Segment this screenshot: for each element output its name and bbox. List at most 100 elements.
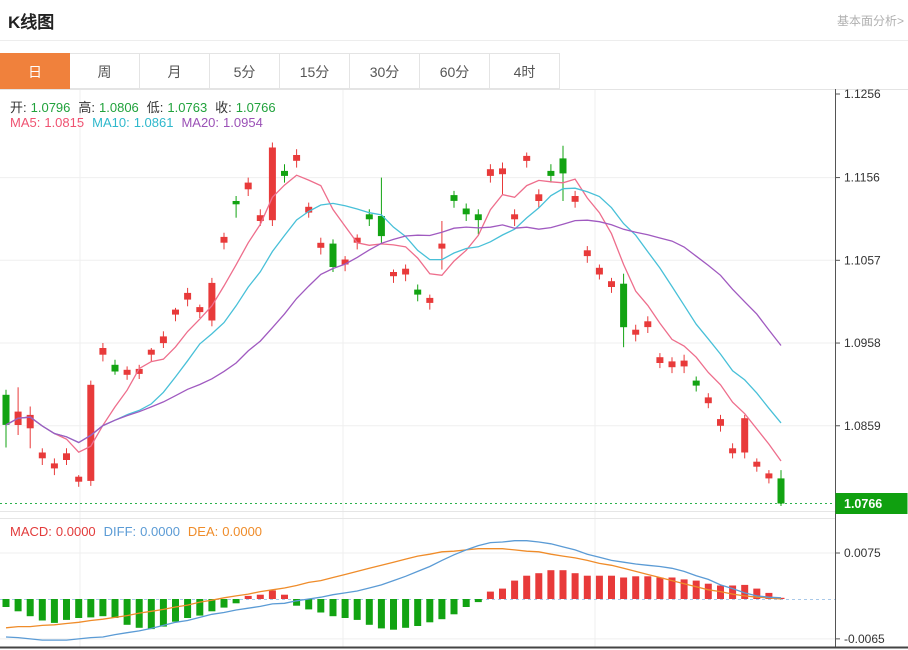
- macd-histogram: [2, 570, 785, 630]
- macd-bar: [365, 599, 373, 625]
- legend-label: MA10:: [92, 115, 130, 130]
- candle-body: [426, 297, 434, 303]
- candle-body: [50, 463, 58, 469]
- candle-body: [99, 348, 107, 355]
- candle-body: [717, 419, 724, 426]
- candle-body: [765, 473, 773, 479]
- candle-body: [511, 214, 519, 220]
- macd-legend: MACD: 0.0000 DIFF: 0.0000 DEA: 0.0000: [10, 524, 270, 539]
- candle-body: [281, 170, 288, 176]
- macd-bar: [353, 599, 361, 620]
- legend-value: 0.0000: [140, 524, 180, 539]
- candle-body: [26, 414, 34, 429]
- macd-bar: [644, 576, 652, 599]
- macd-bar: [50, 599, 58, 623]
- candle-body: [75, 476, 83, 482]
- fundamental-analysis-link[interactable]: 基本面分析>: [836, 14, 904, 28]
- macd-bar: [571, 573, 579, 599]
- candle-body: [608, 281, 615, 287]
- macd-bar: [220, 599, 228, 608]
- ma-legend-item: MA20: 1.0954: [181, 115, 266, 130]
- macd-bar: [474, 599, 482, 603]
- macd-bar: [656, 577, 664, 599]
- candle-body: [535, 194, 543, 201]
- macd-bar: [281, 594, 288, 599]
- candle-body: [450, 195, 458, 201]
- candle-body: [390, 272, 397, 277]
- macd-bar: [741, 584, 749, 599]
- legend-value: 1.0806: [99, 100, 139, 115]
- candles-group: [2, 142, 785, 506]
- macd-bar: [583, 575, 591, 599]
- macd-bar: [159, 599, 167, 627]
- candle-body: [499, 168, 506, 175]
- candle-body: [583, 250, 591, 257]
- header-divider: [0, 40, 908, 41]
- candle-body: [341, 259, 349, 265]
- macd-bar: [2, 599, 10, 607]
- macd-bar: [402, 599, 410, 628]
- macd-bar: [559, 570, 567, 599]
- macd-bar: [729, 585, 737, 599]
- current-price-badge-text: 1.0766: [844, 497, 882, 511]
- candle-body: [474, 214, 482, 221]
- price-tick-label: 1.1256: [844, 89, 881, 101]
- ma-legend: MA5: 1.0815 MA10: 1.0861 MA20: 1.0954: [10, 115, 271, 130]
- legend-label: 开:: [10, 100, 27, 115]
- candle-body: [656, 357, 664, 363]
- price-tick-label: 1.1057: [844, 253, 881, 267]
- legend-value: 0.0000: [55, 524, 96, 539]
- macd-bar: [87, 599, 95, 618]
- candle-body: [172, 309, 179, 315]
- tab-30m[interactable]: 30分: [350, 53, 420, 89]
- macd-bar: [317, 599, 325, 613]
- legend-label: MACD:: [10, 524, 52, 539]
- legend-label: DEA:: [187, 524, 219, 539]
- legend-value: 1.0815: [44, 115, 85, 130]
- legend-label: MA5:: [10, 115, 41, 130]
- diff-line: [5, 540, 782, 641]
- macd-bar: [26, 599, 34, 617]
- candle-body: [486, 169, 494, 176]
- axis-tick-labels: 1.1256 1.1156 1.1057 1.0958 1.0859 0.0075 -0.0…: [835, 89, 885, 646]
- tab-5m[interactable]: 5分: [210, 53, 280, 89]
- candle-body: [63, 453, 70, 460]
- candle-body: [196, 307, 204, 313]
- candle-body: [680, 360, 688, 367]
- macd-bar: [692, 580, 700, 599]
- macd-bar: [75, 599, 83, 618]
- candle-body: [595, 267, 603, 275]
- candle-body: [256, 215, 264, 221]
- macd-bar: [293, 599, 301, 606]
- macd-bar: [462, 599, 470, 607]
- price-tick-label: 1.1156: [844, 171, 880, 185]
- macd-bar: [765, 592, 773, 599]
- candle-body: [365, 214, 373, 220]
- legend-value: 1.0763: [167, 100, 208, 115]
- candle-body: [147, 349, 155, 355]
- tab-4h[interactable]: 4时: [490, 53, 560, 89]
- candle-body: [244, 182, 252, 190]
- tab-week[interactable]: 周: [70, 53, 140, 89]
- kline-chart-canvas[interactable]: 1.1256 1.1156 1.1057 1.0958 1.0859 0.0075 -0.0…: [0, 89, 908, 650]
- legend-label: 高:: [78, 100, 96, 115]
- macd-bar: [753, 588, 761, 599]
- macd-bar: [172, 599, 179, 622]
- candle-body: [692, 380, 700, 386]
- tab-day[interactable]: 日: [0, 53, 70, 89]
- legend-value: 1.0796: [30, 100, 71, 115]
- ma-legend-item: MA5: 1.0815: [10, 115, 88, 130]
- macd-bar: [268, 590, 276, 599]
- tab-15m[interactable]: 15分: [280, 53, 350, 89]
- macd-bar: [438, 599, 446, 620]
- legend-label: DIFF:: [103, 524, 137, 539]
- tab-60m[interactable]: 60分: [420, 53, 490, 89]
- ohlc-legend-item: 低: 1.0763: [147, 97, 211, 116]
- candle-body: [559, 158, 567, 174]
- tab-month[interactable]: 月: [140, 53, 210, 89]
- macd-bar: [523, 575, 531, 599]
- candle-body: [632, 329, 640, 335]
- candle-body: [402, 268, 410, 275]
- macd-legend-item: DEA: 0.0000: [188, 524, 266, 539]
- macd-bar: [668, 577, 676, 599]
